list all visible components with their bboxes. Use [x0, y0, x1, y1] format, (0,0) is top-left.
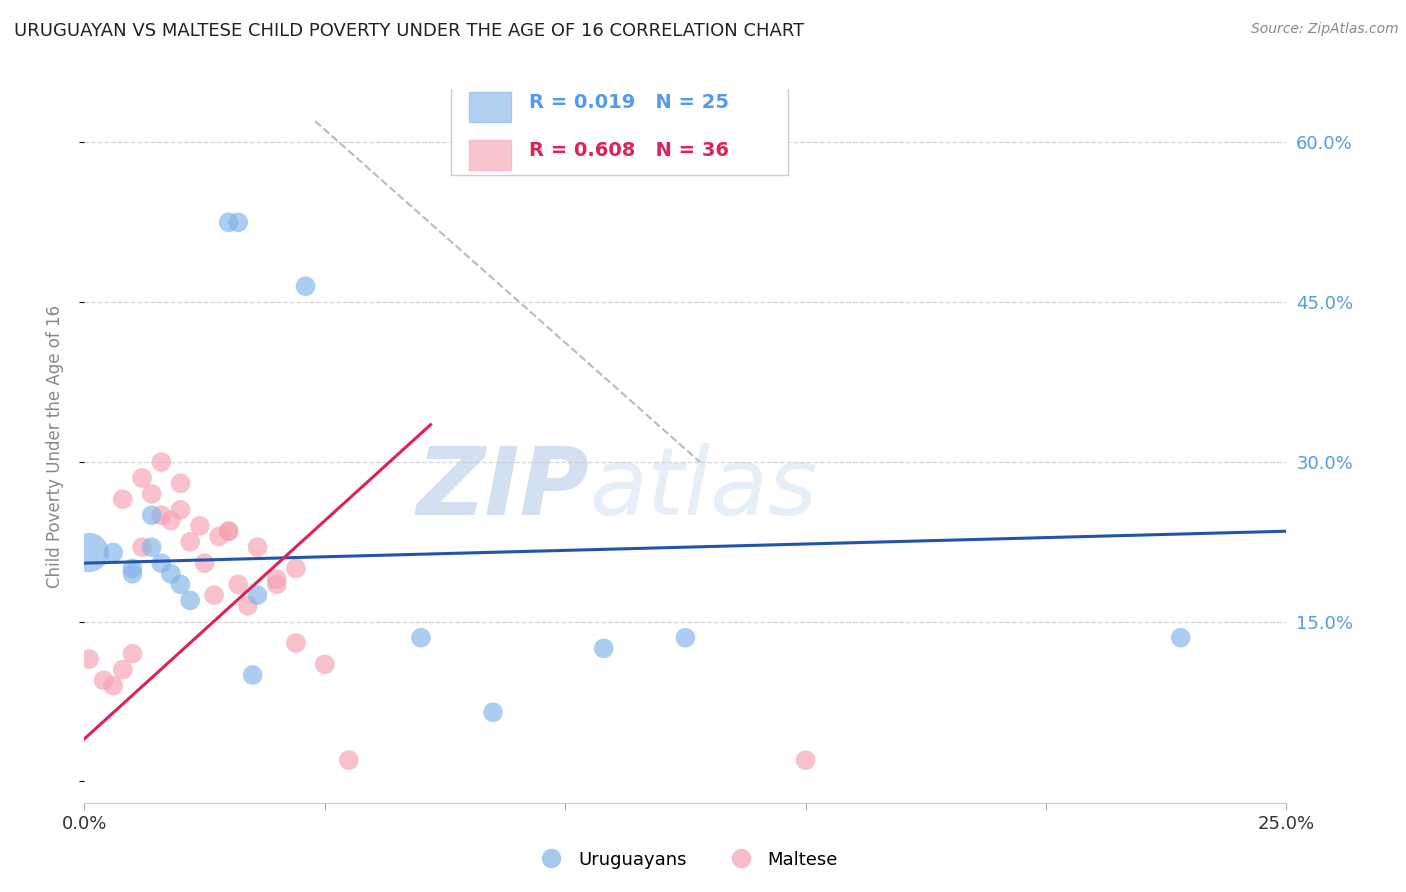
- Point: [266, 572, 288, 586]
- Point: [337, 753, 360, 767]
- Point: [208, 529, 231, 543]
- Text: URUGUAYAN VS MALTESE CHILD POVERTY UNDER THE AGE OF 16 CORRELATION CHART: URUGUAYAN VS MALTESE CHILD POVERTY UNDER…: [14, 22, 804, 40]
- Point: [314, 657, 336, 672]
- Point: [236, 599, 259, 613]
- Point: [179, 593, 201, 607]
- Point: [131, 471, 153, 485]
- Point: [160, 566, 183, 581]
- FancyBboxPatch shape: [470, 92, 512, 122]
- Text: atlas: atlas: [589, 443, 817, 534]
- Point: [111, 492, 134, 507]
- Point: [169, 577, 191, 591]
- Point: [141, 508, 163, 523]
- Point: [226, 577, 249, 591]
- Point: [218, 215, 240, 229]
- Point: [202, 588, 225, 602]
- Legend: Uruguayans, Maltese: Uruguayans, Maltese: [526, 844, 845, 876]
- FancyBboxPatch shape: [470, 140, 512, 170]
- Point: [103, 545, 125, 559]
- Point: [409, 631, 432, 645]
- Point: [131, 540, 153, 554]
- Point: [794, 753, 817, 767]
- Point: [150, 508, 173, 523]
- Text: R = 0.019   N = 25: R = 0.019 N = 25: [529, 93, 730, 112]
- Point: [169, 476, 191, 491]
- Point: [194, 556, 217, 570]
- Point: [242, 668, 264, 682]
- Text: Source: ZipAtlas.com: Source: ZipAtlas.com: [1251, 22, 1399, 37]
- Point: [121, 647, 143, 661]
- Point: [482, 706, 505, 720]
- FancyBboxPatch shape: [451, 78, 787, 175]
- Point: [246, 588, 269, 602]
- Point: [150, 455, 173, 469]
- Text: R = 0.608   N = 36: R = 0.608 N = 36: [529, 141, 730, 160]
- Point: [284, 561, 307, 575]
- Point: [188, 519, 211, 533]
- Point: [93, 673, 115, 688]
- Point: [675, 631, 697, 645]
- Point: [160, 514, 183, 528]
- Point: [141, 487, 163, 501]
- Point: [141, 540, 163, 554]
- Point: [1170, 631, 1192, 645]
- Point: [77, 652, 100, 666]
- Point: [169, 503, 191, 517]
- Point: [111, 663, 134, 677]
- Point: [150, 556, 173, 570]
- Point: [592, 641, 614, 656]
- Point: [121, 566, 143, 581]
- Point: [179, 534, 201, 549]
- Point: [266, 577, 288, 591]
- Point: [103, 679, 125, 693]
- Point: [294, 279, 316, 293]
- Point: [284, 636, 307, 650]
- Point: [226, 215, 249, 229]
- Point: [218, 524, 240, 539]
- Y-axis label: Child Poverty Under the Age of 16: Child Poverty Under the Age of 16: [45, 304, 63, 588]
- Point: [77, 545, 100, 559]
- Point: [246, 540, 269, 554]
- Point: [121, 561, 143, 575]
- Point: [218, 524, 240, 539]
- Text: ZIP: ZIP: [416, 442, 589, 535]
